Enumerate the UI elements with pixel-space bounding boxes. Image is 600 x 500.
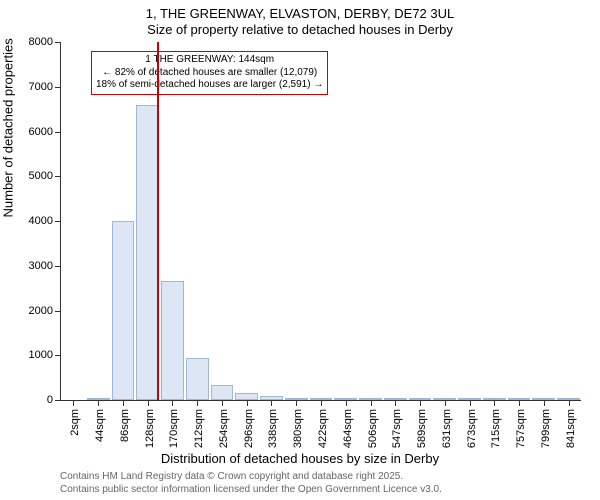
annotation-line1: 1 THE GREENWAY: 144sqm bbox=[96, 54, 323, 67]
y-tick bbox=[55, 311, 61, 312]
x-tick-label: 841sqm bbox=[565, 409, 577, 448]
x-tick bbox=[346, 400, 347, 406]
x-tick bbox=[73, 400, 74, 406]
histogram-bar bbox=[235, 393, 258, 400]
x-tick-label: 673sqm bbox=[466, 409, 478, 448]
y-tick-label: 0 bbox=[47, 394, 53, 406]
x-tick bbox=[98, 400, 99, 406]
x-tick-label: 212sqm bbox=[193, 409, 205, 448]
footer-text: Contains HM Land Registry data © Crown c… bbox=[60, 470, 442, 496]
annotation-box: 1 THE GREENWAY: 144sqm ← 82% of detached… bbox=[91, 51, 328, 95]
footer-line1: Contains HM Land Registry data © Crown c… bbox=[60, 470, 442, 483]
x-tick-label: 799sqm bbox=[540, 409, 552, 448]
x-tick bbox=[296, 400, 297, 406]
x-tick-label: 422sqm bbox=[317, 409, 329, 448]
x-tick-label: 547sqm bbox=[391, 409, 403, 448]
y-tick bbox=[55, 266, 61, 267]
x-tick bbox=[222, 400, 223, 406]
y-tick bbox=[55, 221, 61, 222]
x-tick bbox=[172, 400, 173, 406]
y-tick-label: 1000 bbox=[29, 349, 53, 361]
x-tick bbox=[271, 400, 272, 406]
chart-title-line2: Size of property relative to detached ho… bbox=[0, 22, 600, 37]
x-tick-label: 757sqm bbox=[515, 409, 527, 448]
histogram-bar bbox=[211, 385, 234, 400]
y-axis-label: Number of detached properties bbox=[1, 38, 16, 217]
subject-marker-line bbox=[157, 42, 159, 400]
x-tick-label: 44sqm bbox=[94, 409, 106, 442]
footer-line2: Contains public sector information licen… bbox=[60, 483, 442, 496]
plot-area: 1 THE GREENWAY: 144sqm ← 82% of detached… bbox=[60, 42, 581, 401]
y-tick bbox=[55, 400, 61, 401]
histogram-bar bbox=[136, 105, 159, 400]
x-tick bbox=[445, 400, 446, 406]
y-tick bbox=[55, 176, 61, 177]
x-tick-label: 128sqm bbox=[144, 409, 156, 448]
annotation-line2: ← 82% of detached houses are smaller (12… bbox=[96, 67, 323, 80]
histogram-bar bbox=[186, 358, 209, 401]
y-tick-label: 3000 bbox=[29, 260, 53, 272]
x-axis-label: Distribution of detached houses by size … bbox=[0, 451, 600, 466]
y-tick bbox=[55, 42, 61, 43]
annotation-line3: 18% of semi-detached houses are larger (… bbox=[96, 79, 323, 92]
histogram-bar bbox=[161, 281, 184, 400]
x-tick bbox=[470, 400, 471, 406]
x-tick-label: 464sqm bbox=[342, 409, 354, 448]
x-tick bbox=[321, 400, 322, 406]
x-tick bbox=[494, 400, 495, 406]
y-tick-label: 8000 bbox=[29, 36, 53, 48]
y-tick-label: 5000 bbox=[29, 170, 53, 182]
x-tick bbox=[197, 400, 198, 406]
x-tick-label: 506sqm bbox=[367, 409, 379, 448]
x-tick bbox=[123, 400, 124, 406]
x-tick-label: 254sqm bbox=[218, 409, 230, 448]
x-tick bbox=[247, 400, 248, 406]
y-tick bbox=[55, 132, 61, 133]
x-tick-label: 715sqm bbox=[490, 409, 502, 448]
x-tick-label: 589sqm bbox=[416, 409, 428, 448]
y-tick bbox=[55, 355, 61, 356]
x-tick bbox=[420, 400, 421, 406]
x-tick-label: 296sqm bbox=[243, 409, 255, 448]
y-tick-label: 2000 bbox=[29, 305, 53, 317]
x-tick-label: 380sqm bbox=[292, 409, 304, 448]
y-tick-label: 7000 bbox=[29, 81, 53, 93]
x-tick-label: 631sqm bbox=[441, 409, 453, 448]
y-tick-label: 4000 bbox=[29, 215, 53, 227]
y-tick bbox=[55, 87, 61, 88]
chart-container: 1, THE GREENWAY, ELVASTON, DERBY, DE72 3… bbox=[0, 0, 600, 500]
histogram-bar bbox=[112, 221, 135, 400]
chart-title-line1: 1, THE GREENWAY, ELVASTON, DERBY, DE72 3… bbox=[0, 6, 600, 21]
x-tick bbox=[148, 400, 149, 406]
x-tick bbox=[395, 400, 396, 406]
x-tick bbox=[544, 400, 545, 406]
x-tick-label: 86sqm bbox=[119, 409, 131, 442]
y-tick-label: 6000 bbox=[29, 126, 53, 138]
x-tick bbox=[569, 400, 570, 406]
x-tick-label: 170sqm bbox=[168, 409, 180, 448]
x-tick-label: 338sqm bbox=[267, 409, 279, 448]
x-tick bbox=[371, 400, 372, 406]
x-tick bbox=[519, 400, 520, 406]
x-tick-label: 2sqm bbox=[69, 409, 81, 436]
